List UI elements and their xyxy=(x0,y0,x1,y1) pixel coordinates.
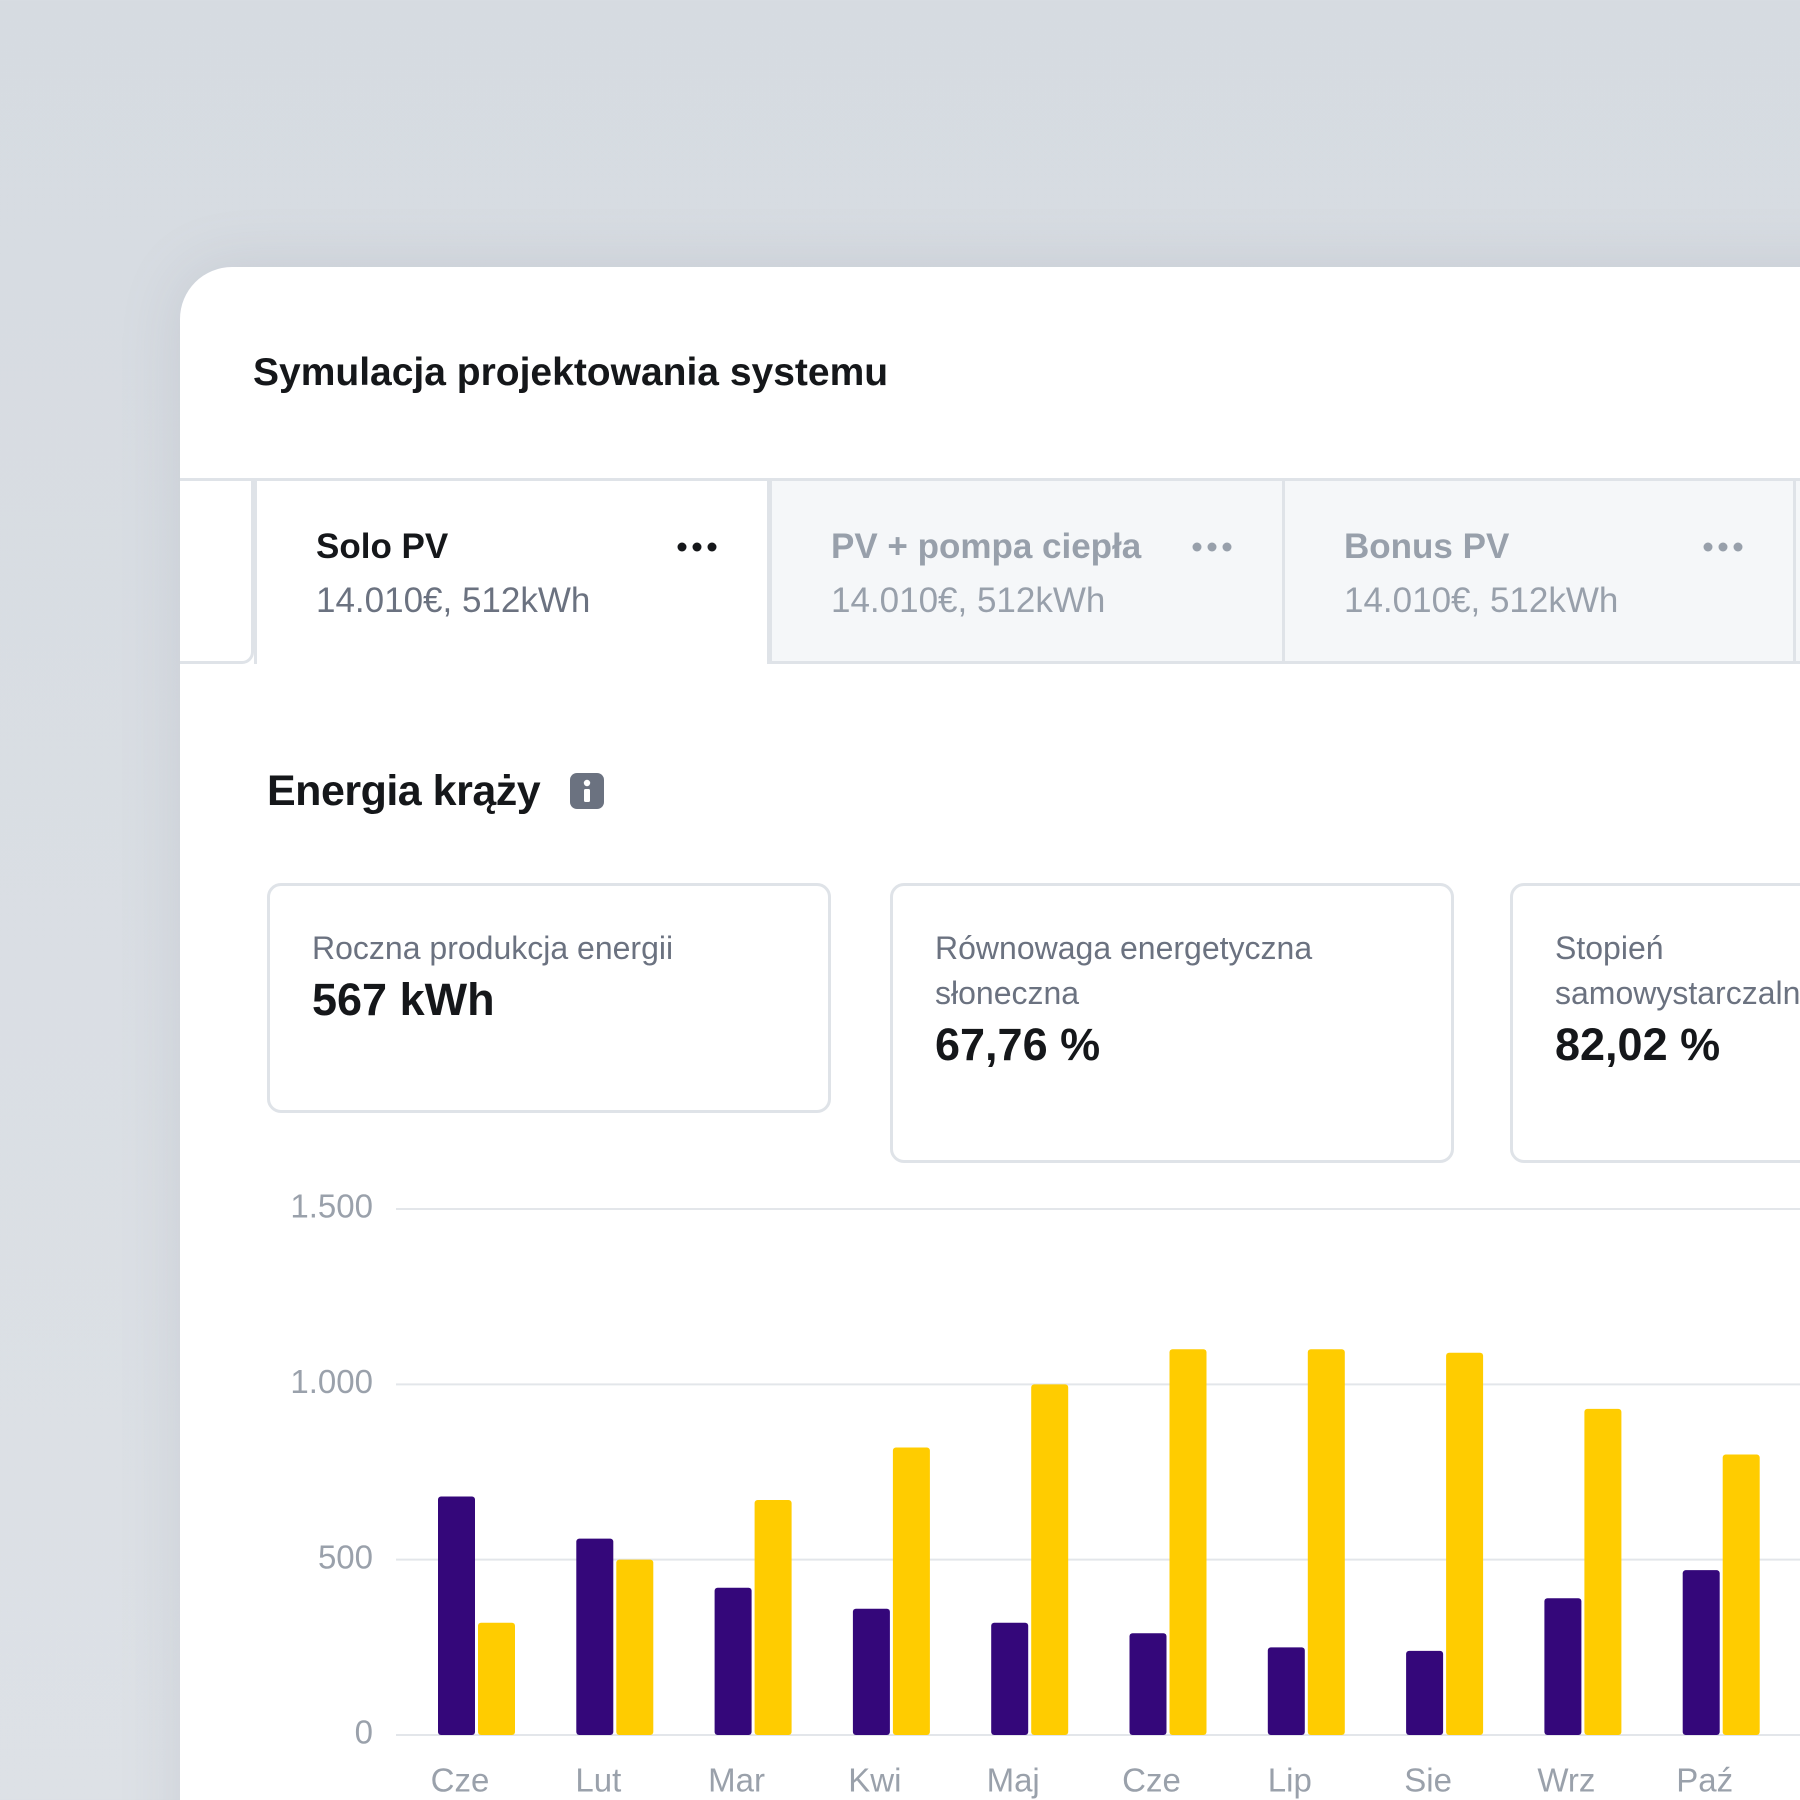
x-tick-label: Mar xyxy=(708,1762,765,1799)
tab-name: Solo PV xyxy=(316,527,449,566)
x-tick-label: Maj xyxy=(987,1762,1040,1799)
bar xyxy=(1584,1408,1622,1735)
bar xyxy=(1446,1352,1484,1735)
panel: Symulacja projektowania systemu Solo PV … xyxy=(180,267,1800,1800)
info-icon[interactable] xyxy=(570,773,604,809)
bar xyxy=(1406,1650,1444,1735)
bar xyxy=(1129,1633,1167,1735)
bar xyxy=(892,1447,930,1735)
y-tick-label: 1.500 xyxy=(290,1188,373,1225)
tab-menu[interactable] xyxy=(677,541,717,553)
y-tick-label: 500 xyxy=(318,1538,373,1575)
tab-subtitle: 14.010€, 512kWh xyxy=(831,581,1106,620)
bar xyxy=(1169,1349,1207,1735)
bar xyxy=(576,1538,614,1735)
x-tick-label: Wrz xyxy=(1537,1762,1595,1799)
bar xyxy=(1722,1454,1760,1735)
stat-label: Roczna produkcja energii xyxy=(312,930,674,966)
tab[interactable]: Bonus PV 14.010€, 512kWh xyxy=(1282,478,1796,664)
tab-name: PV + pompa ciepła xyxy=(831,527,1142,566)
tab-subtitle: 14.010€, 512kWh xyxy=(316,581,591,620)
x-tick-label: Cze xyxy=(431,1762,490,1799)
tab-menu[interactable] xyxy=(1192,541,1232,553)
x-tick-label: Cze xyxy=(1122,1762,1181,1799)
tab-stub xyxy=(180,478,254,664)
x-tick-label: Paź xyxy=(1676,1762,1733,1799)
bar xyxy=(714,1587,752,1735)
bar xyxy=(438,1496,475,1735)
stat-value: 67,76 % xyxy=(935,1019,1101,1070)
x-tick-label: Lut xyxy=(575,1762,621,1799)
bar xyxy=(991,1622,1029,1735)
y-tick-label: 1.000 xyxy=(290,1363,373,1400)
bar xyxy=(616,1559,654,1735)
tab-menu[interactable] xyxy=(1703,541,1743,553)
x-tick-label: Sie xyxy=(1404,1762,1452,1799)
section-title: Energia krąży xyxy=(267,767,541,815)
tab[interactable]: PV + pompa ciepła 14.010€, 512kWh xyxy=(769,478,1285,664)
tab-bar: Solo PV 14.010€, 512kWh PV + pompa ciepł… xyxy=(180,478,1800,664)
stat-card: Roczna produkcja energii 567 kWh xyxy=(267,883,831,1113)
bar xyxy=(1267,1647,1305,1735)
stat-card: Równowaga energetyczna słoneczna 67,76 % xyxy=(890,883,1454,1163)
page-title: Symulacja projektowania systemu xyxy=(253,351,889,394)
bar xyxy=(1544,1598,1582,1735)
tab[interactable] xyxy=(1793,478,1800,664)
x-tick-label: Kwi xyxy=(848,1762,901,1799)
tab-subtitle: 14.010€, 512kWh xyxy=(1344,581,1619,620)
bar xyxy=(1031,1384,1069,1735)
bar xyxy=(852,1608,890,1735)
bar xyxy=(1682,1570,1720,1735)
x-tick-label: Lip xyxy=(1268,1762,1312,1799)
stat-label: Stopień samowystarczalności xyxy=(1555,930,1800,1011)
chart: 0 500 1.000 1.500 Cze Lut Mar Kwi Maj Cze Lip Sie Wr… xyxy=(290,1188,1800,1799)
tab[interactable]: Solo PV 14.010€, 512kWh xyxy=(254,478,770,664)
bar xyxy=(754,1500,792,1735)
stat-value: 82,02 % xyxy=(1555,1019,1721,1070)
stat-label: Równowaga energetyczna słoneczna xyxy=(935,930,1313,1011)
y-tick-label: 0 xyxy=(355,1714,373,1751)
bar xyxy=(1307,1349,1345,1735)
stat-card: Stopień samowystarczalności 82,02 % xyxy=(1510,883,1800,1163)
tab-name: Bonus PV xyxy=(1344,527,1510,566)
stat-value: 567 kWh xyxy=(312,974,495,1025)
bar xyxy=(478,1622,515,1735)
